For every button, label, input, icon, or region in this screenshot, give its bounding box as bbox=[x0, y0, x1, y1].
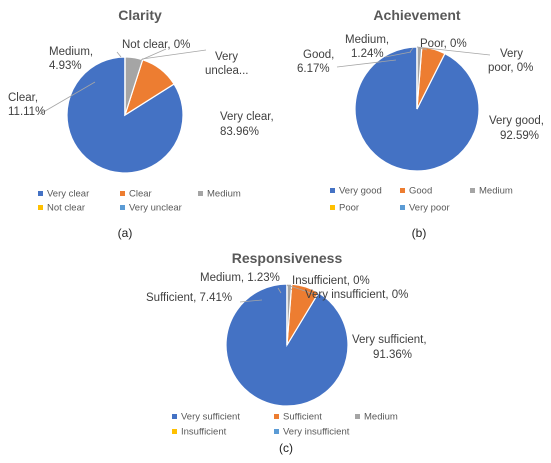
leader-lines bbox=[39, 48, 207, 115]
leader-line bbox=[39, 81, 96, 115]
legend-item-poor: Poor bbox=[330, 203, 359, 214]
data-label-sufficient: Sufficient, 7.41% bbox=[146, 292, 232, 304]
legend-label: Very unclear bbox=[129, 203, 182, 214]
data-labels: Very clear, 83.96% Clear, 11.11% Medium, 4.… bbox=[8, 39, 274, 138]
legend-marker bbox=[172, 414, 177, 419]
legend-label: Very poor bbox=[409, 203, 450, 214]
legend-label: Very sufficient bbox=[181, 412, 240, 423]
chart-title: Achievement bbox=[373, 7, 460, 23]
legend-label: Not clear bbox=[47, 203, 85, 214]
legend-marker bbox=[400, 205, 405, 210]
legend-marker bbox=[330, 205, 335, 210]
leader-line bbox=[416, 46, 491, 56]
legend-item-very-unclear: Very unclear bbox=[120, 203, 182, 214]
data-label-medium: Medium, 1.24% bbox=[345, 34, 389, 60]
legend-item-very-insufficient: Very insufficient bbox=[274, 427, 350, 438]
legend-item-very-good: Very good bbox=[330, 186, 382, 197]
legend-label: Sufficient bbox=[283, 412, 322, 423]
leader-line bbox=[384, 51, 412, 58]
leader-line bbox=[409, 47, 414, 53]
legend-item-medium: Medium bbox=[355, 412, 398, 423]
data-label-very-clear: Very clear, 83.96% bbox=[220, 111, 274, 138]
data-label-insufficient: Insufficient, 0% bbox=[292, 275, 370, 287]
legend-marker bbox=[274, 429, 279, 434]
pie-slices bbox=[354, 46, 480, 172]
chart-title: Responsiveness bbox=[232, 250, 343, 266]
legend-marker bbox=[172, 429, 177, 434]
leader-line bbox=[286, 284, 293, 291]
legend-item-not-clear: Not clear bbox=[38, 203, 85, 214]
leader-line bbox=[336, 59, 397, 68]
data-label-very-poor: Very poor, 0% bbox=[488, 48, 533, 74]
data-label-good: Good, 6.17% bbox=[297, 49, 334, 75]
legend-label: Medium bbox=[479, 186, 513, 197]
legend-label: Poor bbox=[339, 203, 359, 214]
legend: Very good Good Medium Poor Very poor bbox=[330, 186, 513, 214]
data-label-medium: Medium, 4.93% bbox=[49, 46, 93, 72]
legend: Very sufficient Sufficient Medium Insuffici… bbox=[172, 412, 398, 438]
caption-c: (c) bbox=[279, 441, 293, 455]
caption-a: (a) bbox=[118, 226, 133, 240]
legend-label: Very good bbox=[339, 186, 382, 197]
data-label-poor: Poor, 0% bbox=[420, 38, 467, 50]
legend-marker bbox=[470, 188, 475, 193]
legend-item-very-poor: Very poor bbox=[400, 203, 450, 214]
data-label-clear: Clear, 11.11% bbox=[8, 92, 45, 118]
data-label-very-sufficient: Very sufficient, 91.36% bbox=[352, 334, 427, 361]
legend-marker bbox=[274, 414, 279, 419]
pie-slices bbox=[225, 283, 349, 407]
legend-marker bbox=[38, 205, 43, 210]
data-label-very-good: Very good, 92.59% bbox=[489, 115, 544, 142]
legend-item-good: Good bbox=[400, 186, 432, 197]
legend-item-clear: Clear bbox=[120, 189, 152, 200]
legend-marker bbox=[38, 191, 43, 196]
legend-label: Medium bbox=[364, 412, 398, 423]
legend-label: Good bbox=[409, 186, 432, 197]
data-label-medium: Medium, 1.23% bbox=[200, 272, 280, 284]
data-label-very-unclear: Very unclea... bbox=[205, 51, 248, 77]
legend-marker bbox=[120, 205, 125, 210]
legend-item-insufficient: Insufficient bbox=[172, 427, 227, 438]
leader-line bbox=[239, 299, 263, 303]
legend-marker bbox=[355, 414, 360, 419]
chart-responsiveness: Responsiveness Very sufficient, 91.36% Su… bbox=[146, 250, 427, 455]
legend-item-very-sufficient: Very sufficient bbox=[172, 412, 240, 423]
caption-b: (b) bbox=[412, 226, 427, 240]
legend-label: Clear bbox=[129, 189, 152, 200]
leader-line bbox=[116, 51, 122, 58]
leader-line bbox=[141, 49, 207, 60]
data-label-not-clear: Not clear, 0% bbox=[122, 39, 190, 51]
legend-item-medium: Medium bbox=[470, 186, 513, 197]
legend-item-sufficient: Sufficient bbox=[274, 412, 322, 423]
data-label-very-insufficient: Very insufficient, 0% bbox=[305, 289, 408, 301]
chart-title: Clarity bbox=[118, 7, 162, 23]
legend-label: Medium bbox=[207, 189, 241, 200]
pie-slices bbox=[66, 56, 184, 174]
chart-clarity: Clarity Very clear, 83.96% Clear, 11.11% M… bbox=[8, 7, 274, 240]
leader-lines bbox=[239, 284, 315, 303]
chart-achievement: Achievement Very good, 92.59% Good, 6.17% … bbox=[297, 7, 544, 240]
legend-label: Insufficient bbox=[181, 427, 227, 438]
leader-line bbox=[277, 287, 282, 294]
legend-item-medium: Medium bbox=[198, 189, 241, 200]
legend-marker bbox=[120, 191, 125, 196]
data-labels: Very sufficient, 91.36% Sufficient, 7.41%… bbox=[146, 272, 427, 361]
leader-lines bbox=[336, 46, 491, 68]
legend-label: Very clear bbox=[47, 189, 89, 200]
legend-item-very-clear: Very clear bbox=[38, 189, 89, 200]
legend: Very clear Clear Medium Not clear Very uncle… bbox=[38, 189, 241, 214]
legend-marker bbox=[198, 191, 203, 196]
leader-line bbox=[286, 284, 315, 295]
legend-marker bbox=[400, 188, 405, 193]
legend-marker bbox=[330, 188, 335, 193]
legend-label: Very insufficient bbox=[283, 427, 350, 438]
data-labels: Very good, 92.59% Good, 6.17% Medium, 1.24%… bbox=[297, 34, 544, 142]
